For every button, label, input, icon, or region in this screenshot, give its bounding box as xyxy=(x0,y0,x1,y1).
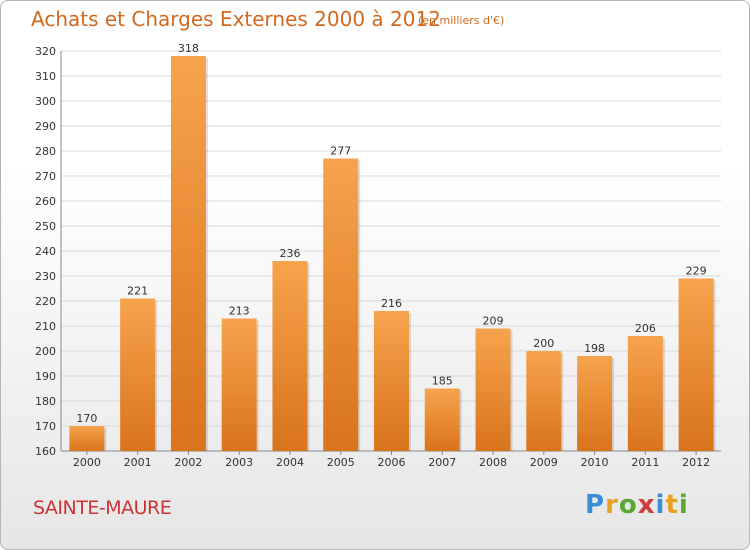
chart-subtitle: (en milliers d'€) xyxy=(418,14,505,27)
bar-2005 xyxy=(323,158,359,451)
y-tick-label: 280 xyxy=(35,145,56,158)
bar-2010 xyxy=(577,356,613,451)
y-tick-label: 190 xyxy=(35,370,56,383)
bar-2000 xyxy=(69,426,105,451)
bar-2008 xyxy=(475,328,511,451)
y-tick-label: 250 xyxy=(35,220,56,233)
y-tick-label: 240 xyxy=(35,245,56,258)
x-tick-label: 2003 xyxy=(225,456,253,469)
y-tick-label: 210 xyxy=(35,320,56,333)
x-tick-label: 2011 xyxy=(631,456,659,469)
x-tick-label: 2010 xyxy=(581,456,609,469)
value-label: 236 xyxy=(279,247,300,260)
axis-layer: 160 170 180 190 200 210 220 230 240 250 260 270 280 2… xyxy=(35,45,721,469)
y-tick-label: 220 xyxy=(35,295,56,308)
value-label: 221 xyxy=(127,285,148,298)
y-tick-label: 270 xyxy=(35,170,56,183)
y-tick-label: 180 xyxy=(35,395,56,408)
y-tick-label: 320 xyxy=(35,45,56,58)
bar-2012 xyxy=(678,278,714,451)
value-label: 198 xyxy=(584,342,605,355)
bar-2001 xyxy=(120,298,156,451)
chart-title: Achats et Charges Externes 2000 à 2012 xyxy=(31,7,441,31)
bar-2003 xyxy=(221,318,257,451)
x-tick-label: 2006 xyxy=(378,456,406,469)
x-tick-label: 2002 xyxy=(174,456,202,469)
x-tick-label: 2009 xyxy=(530,456,558,469)
y-tick-label: 170 xyxy=(35,420,56,433)
value-label: 170 xyxy=(76,412,97,425)
x-tick-label: 2005 xyxy=(327,456,355,469)
bar-2002 xyxy=(170,56,206,451)
bar-2011 xyxy=(627,336,663,451)
proxiti-logo[interactable]: Proxiti xyxy=(585,490,689,520)
x-tick-label: 2004 xyxy=(276,456,304,469)
y-tick-label: 300 xyxy=(35,95,56,108)
place-name: SAINTE-MAURE xyxy=(33,497,172,519)
y-tick-label: 310 xyxy=(35,70,56,83)
bar-layer: 170 221 318 213 236 277 216 185 209 200 198 206 229 xyxy=(69,42,716,451)
bar-2004 xyxy=(272,261,308,451)
value-label: 213 xyxy=(229,305,250,318)
y-tick-label: 160 xyxy=(35,445,56,458)
x-tick-label: 2008 xyxy=(479,456,507,469)
value-label: 229 xyxy=(686,265,707,278)
bar-2009 xyxy=(526,351,562,451)
x-tick-label: 2000 xyxy=(73,456,101,469)
value-label: 318 xyxy=(178,42,199,55)
value-label: 206 xyxy=(635,322,656,335)
y-tick-label: 260 xyxy=(35,195,56,208)
value-label: 209 xyxy=(483,315,504,328)
value-label: 216 xyxy=(381,297,402,310)
value-label: 277 xyxy=(330,145,351,158)
value-label: 200 xyxy=(533,337,554,350)
y-tick-label: 230 xyxy=(35,270,56,283)
x-tick-label: 2012 xyxy=(682,456,710,469)
value-label: 185 xyxy=(432,375,453,388)
x-tick-label: 2001 xyxy=(124,456,152,469)
bar-2007 xyxy=(424,388,460,451)
bar-2006 xyxy=(374,311,409,451)
y-tick-label: 200 xyxy=(35,345,56,358)
x-tick-label: 2007 xyxy=(428,456,456,469)
y-tick-label: 290 xyxy=(35,120,56,133)
